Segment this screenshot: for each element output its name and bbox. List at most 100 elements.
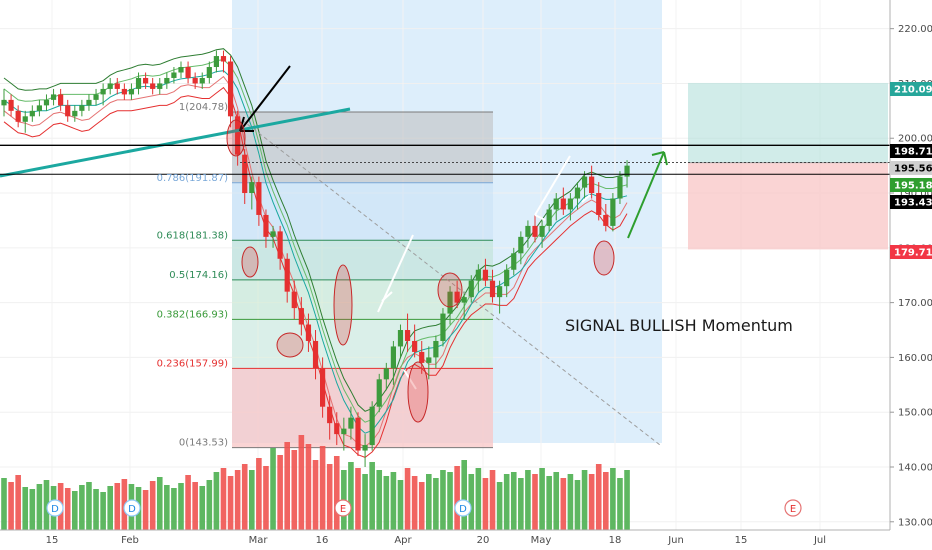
candle [355,412,361,457]
time-tick-label: Jun [667,535,684,546]
candle [93,88,99,106]
price-tag-label: 179.71 [894,248,932,259]
volume-bar [263,466,269,530]
volume-bar [404,468,411,530]
price-tags: 210.09 198.71 195.56 195.18 193.43 179.71 [890,82,932,259]
event-circle [46,499,64,517]
event-marker: E [784,499,802,517]
candle [185,61,191,84]
volume-bar [256,458,262,530]
time-tick-label: 15 [735,535,748,546]
highlight-ellipse [276,332,304,358]
candle-body [277,231,283,259]
candle [199,72,205,89]
volume-bar [171,488,177,530]
volume-bar [617,478,623,530]
candle [320,357,326,418]
volume-bar [418,482,425,530]
volume-bar [100,492,106,530]
candle [43,94,50,111]
fib-label: 0(143.53) [179,438,228,449]
volume-bar [86,482,92,530]
candle-body [263,214,269,237]
event-letter: E [340,504,346,515]
candle-body [511,253,517,270]
price-tag: 193.43 [890,195,932,209]
volume-bar [93,489,99,530]
volume-bar [43,480,50,530]
volume-bar [369,462,375,530]
volume-bar [8,482,14,530]
candle-body [334,423,340,435]
time-tick-label: 20 [477,535,490,546]
candle [213,50,219,73]
candle-body [525,225,531,237]
candle [589,165,595,199]
candle-body [567,198,573,210]
candle [617,171,623,204]
candle-body [22,116,28,122]
price-tag: 210.09 [890,82,932,96]
event-letter: E [790,504,796,515]
candle [525,220,531,248]
volume-bar [79,485,85,530]
price-tag-label: 195.56 [894,164,932,175]
candle-body [327,406,333,424]
candle [100,83,106,106]
candle-body [86,99,92,106]
candle [178,61,184,78]
candle-body [128,88,135,95]
volume-bar [234,470,241,530]
green-arrow-line [627,151,665,239]
candle-body [433,340,439,358]
candle [404,313,411,352]
candle-body [249,182,255,194]
candle [440,308,446,347]
volume-bar [433,478,439,530]
candle [164,72,170,89]
event-circle [334,499,352,517]
highlight-ellipse [333,264,353,346]
candle [256,176,262,226]
candle-body [397,330,404,347]
candle-body [532,225,538,237]
volume-bar [298,435,305,530]
candle [298,297,304,336]
candle-body [93,94,99,100]
candle-body [171,72,177,78]
price-tag-bg [890,82,932,96]
candle-body [206,67,212,78]
candle-body [150,83,156,89]
volume-bar [333,456,340,530]
candle-body [497,286,503,298]
candle-body [504,269,510,287]
candle-body [72,110,78,117]
candle [546,203,552,232]
event-marker: E [334,499,352,517]
candle-body [199,77,205,84]
candle [553,193,559,221]
price-tag: 195.18 [890,178,932,192]
stop-zone [688,162,888,250]
candle [567,193,573,221]
candle [135,72,142,95]
candle-body [518,236,524,254]
fib-zone-2 [232,182,493,241]
candle [610,193,616,232]
price-tick-label: 220.00 [898,24,932,35]
highlight-ellipse [226,119,246,157]
price-tag: 179.71 [890,245,932,259]
candle [532,214,538,243]
event-letter: D [459,504,467,515]
volume-bar [22,487,29,530]
volume-bar [284,442,290,530]
candle [390,340,396,385]
candle [58,88,64,111]
volume-bar [610,468,616,530]
time-axis[interactable]: 15 Feb Mar 16 Apr 20 May 18 Jun 15 Jul [0,529,890,550]
event-circle [123,499,141,517]
candle-body [581,176,588,188]
candle-body [79,105,85,111]
